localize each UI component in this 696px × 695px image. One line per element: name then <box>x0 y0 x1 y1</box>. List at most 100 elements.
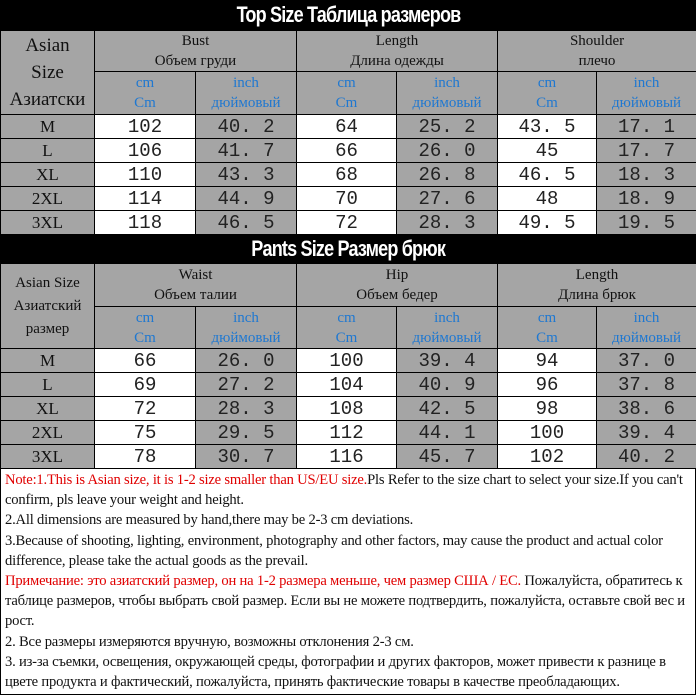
inch-value: 42. 5 <box>397 397 498 421</box>
cm-value: 70 <box>297 187 397 211</box>
note-ru-2: 2. Все размеры измеряются вручную, возмо… <box>5 632 691 652</box>
cm-value: 75 <box>95 421 196 445</box>
inch-value: 40. 2 <box>196 115 297 139</box>
inch-value: 27. 2 <box>196 373 297 397</box>
inch-value: 40. 2 <box>597 445 696 469</box>
inch-value: 17. 7 <box>597 139 696 163</box>
cm-value: 100 <box>498 421 597 445</box>
inch-value: 45. 7 <box>397 445 498 469</box>
size-label: M <box>1 349 95 373</box>
size-label: 2XL <box>1 187 95 211</box>
size-label: 3XL <box>1 211 95 235</box>
inch-value: 28. 3 <box>196 397 297 421</box>
inch-value: 39. 4 <box>597 421 696 445</box>
top-size-title: Top Size Таблица размеров <box>0 0 696 30</box>
cm-value: 48 <box>498 187 597 211</box>
cm-value: 102 <box>95 115 196 139</box>
inch-value: 39. 4 <box>397 349 498 373</box>
cm-value: 68 <box>297 163 397 187</box>
cm-value: 66 <box>95 349 196 373</box>
size-label: XL <box>1 397 95 421</box>
cm-value: 114 <box>95 187 196 211</box>
cm-value: 66 <box>297 139 397 163</box>
size-label: 2XL <box>1 421 95 445</box>
inch-value: 44. 9 <box>196 187 297 211</box>
cm-value: 96 <box>498 373 597 397</box>
cm-value: 78 <box>95 445 196 469</box>
inch-value: 26. 8 <box>397 163 498 187</box>
inch-value: 40. 9 <box>397 373 498 397</box>
size-label: M <box>1 115 95 139</box>
cm-value: 69 <box>95 373 196 397</box>
inch-value: 44. 1 <box>397 421 498 445</box>
cm-value: 118 <box>95 211 196 235</box>
cm-value: 116 <box>297 445 397 469</box>
cm-value: 108 <box>297 397 397 421</box>
inch-value: 29. 5 <box>196 421 297 445</box>
note-en-3: 3.Because of shooting, lighting, environ… <box>5 531 691 571</box>
size-label: L <box>1 139 95 163</box>
inch-value: 28. 3 <box>397 211 498 235</box>
inch-value: 18. 3 <box>597 163 696 187</box>
cm-value: 72 <box>297 211 397 235</box>
inch-value: 17. 1 <box>597 115 696 139</box>
cm-value: 45 <box>498 139 597 163</box>
cm-value: 94 <box>498 349 597 373</box>
inch-value: 19. 5 <box>597 211 696 235</box>
inch-value: 18. 9 <box>597 187 696 211</box>
cm-value: 106 <box>95 139 196 163</box>
notes-section: Note:1.This is Asian size, it is 1-2 siz… <box>0 469 696 695</box>
size-label: L <box>1 373 95 397</box>
inch-value: 37. 8 <box>597 373 696 397</box>
inch-value: 46. 5 <box>196 211 297 235</box>
inch-value: 25. 2 <box>397 115 498 139</box>
cm-value: 49. 5 <box>498 211 597 235</box>
size-label: XL <box>1 163 95 187</box>
size-label: 3XL <box>1 445 95 469</box>
cm-value: 110 <box>95 163 196 187</box>
pants-size-title: Pants Size Размер брюк <box>0 235 696 263</box>
cm-value: 98 <box>498 397 597 421</box>
note-ru-3: 3. из-за съемки, освещения, окружающей с… <box>5 652 691 692</box>
inch-value: 26. 0 <box>196 349 297 373</box>
cm-value: 104 <box>297 373 397 397</box>
note-en-1: Note:1.This is Asian size, it is 1-2 siz… <box>5 470 691 510</box>
cm-value: 112 <box>297 421 397 445</box>
cm-value: 46. 5 <box>498 163 597 187</box>
cm-value: 72 <box>95 397 196 421</box>
inch-value: 27. 6 <box>397 187 498 211</box>
inch-value: 30. 7 <box>196 445 297 469</box>
inch-value: 26. 0 <box>397 139 498 163</box>
cm-value: 100 <box>297 349 397 373</box>
